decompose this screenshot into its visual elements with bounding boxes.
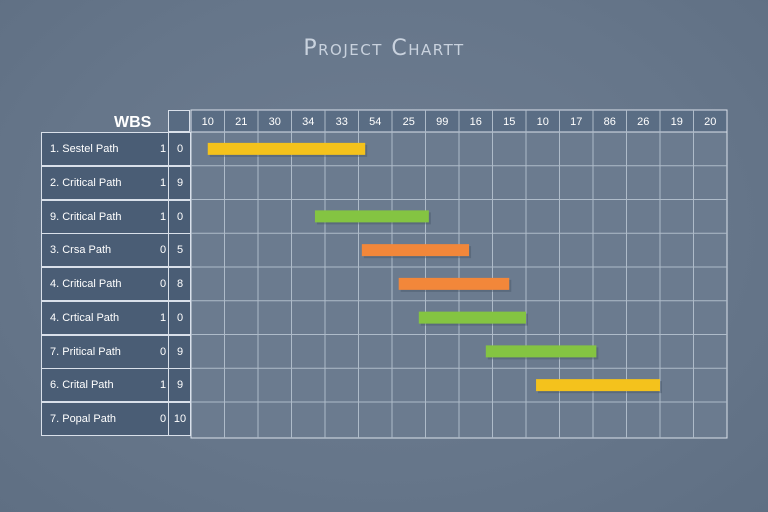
cell-divider bbox=[168, 200, 169, 233]
column-label: 16 bbox=[470, 116, 482, 128]
task-bar bbox=[207, 142, 366, 155]
wbs-row: 4. Crtical Path 1 0 bbox=[41, 300, 191, 335]
task-bar bbox=[536, 379, 660, 392]
task-name: 6. Crital Path bbox=[50, 379, 114, 392]
column-label: 10 bbox=[202, 116, 214, 128]
column-label: 17 bbox=[570, 116, 582, 128]
cell-divider bbox=[168, 335, 169, 368]
wbs-row: 4. Critical Path 0 8 bbox=[41, 267, 191, 301]
task-name: 9. Critical Path bbox=[50, 210, 122, 223]
task-value-2: 9 bbox=[176, 345, 184, 358]
task-value-1: 0 bbox=[159, 244, 167, 257]
task-name: 4. Crtical Path bbox=[50, 311, 120, 324]
cell-divider bbox=[168, 301, 169, 334]
task-value-1: 0 bbox=[159, 345, 167, 358]
column-label: 26 bbox=[637, 116, 649, 128]
cell-divider bbox=[168, 234, 169, 267]
column-label: 10 bbox=[537, 116, 549, 128]
column-label: 20 bbox=[704, 116, 716, 128]
task-value-2: 9 bbox=[176, 379, 184, 392]
cell-divider bbox=[168, 133, 169, 165]
wbs-row: 9. Critical Path 1 0 bbox=[41, 199, 191, 234]
task-bar bbox=[398, 277, 510, 290]
task-name: 7. Pritical Path bbox=[50, 345, 121, 358]
task-name: 7. Popal Path bbox=[50, 413, 117, 425]
task-name: 3. Crsa Path bbox=[50, 244, 112, 257]
task-bar bbox=[361, 244, 470, 257]
column-label: 19 bbox=[671, 116, 683, 128]
cell-divider bbox=[168, 369, 169, 402]
task-value-2: 10 bbox=[173, 413, 187, 425]
page-title: Project Chartt bbox=[303, 36, 465, 61]
wbs-row: 7. Popal Path 0 10 bbox=[41, 402, 191, 436]
column-label: 86 bbox=[604, 116, 616, 128]
task-value-1: 1 bbox=[159, 210, 167, 223]
column-label: 34 bbox=[302, 116, 314, 128]
column-label: 30 bbox=[269, 116, 281, 128]
task-value-2: 0 bbox=[176, 143, 184, 155]
column-label: 15 bbox=[503, 116, 515, 128]
wbs-label: WBS bbox=[114, 114, 152, 131]
cell-divider bbox=[168, 268, 169, 300]
task-bar bbox=[314, 210, 429, 223]
header-corner-cell bbox=[168, 110, 190, 132]
task-value-1: 1 bbox=[159, 143, 167, 155]
task-value-1: 0 bbox=[159, 278, 167, 290]
task-name: 1. Sestel Path bbox=[50, 143, 119, 155]
task-name: 4. Critical Path bbox=[50, 278, 122, 290]
wbs-row: 2. Critical Path 1 9 bbox=[41, 165, 191, 200]
column-label: 33 bbox=[336, 116, 348, 128]
column-label: 21 bbox=[235, 116, 247, 128]
task-bar bbox=[485, 345, 597, 358]
task-value-2: 5 bbox=[176, 244, 184, 257]
task-value-2: 8 bbox=[176, 278, 184, 290]
cell-divider bbox=[168, 403, 169, 435]
task-value-1: 1 bbox=[159, 311, 167, 324]
task-value-1: 0 bbox=[159, 413, 167, 425]
task-value-2: 0 bbox=[176, 210, 184, 223]
task-value-2: 0 bbox=[176, 311, 184, 324]
task-value-1: 1 bbox=[159, 176, 167, 189]
wbs-row: 3. Crsa Path 0 5 bbox=[41, 233, 191, 268]
task-value-2: 9 bbox=[176, 176, 184, 189]
column-label: 99 bbox=[436, 116, 448, 128]
column-label: 54 bbox=[369, 116, 381, 128]
task-bar bbox=[418, 311, 526, 324]
task-name: 2. Critical Path bbox=[50, 176, 122, 189]
wbs-row: 7. Pritical Path 0 9 bbox=[41, 334, 191, 369]
task-value-1: 1 bbox=[159, 379, 167, 392]
column-label: 25 bbox=[403, 116, 415, 128]
cell-divider bbox=[168, 166, 169, 199]
